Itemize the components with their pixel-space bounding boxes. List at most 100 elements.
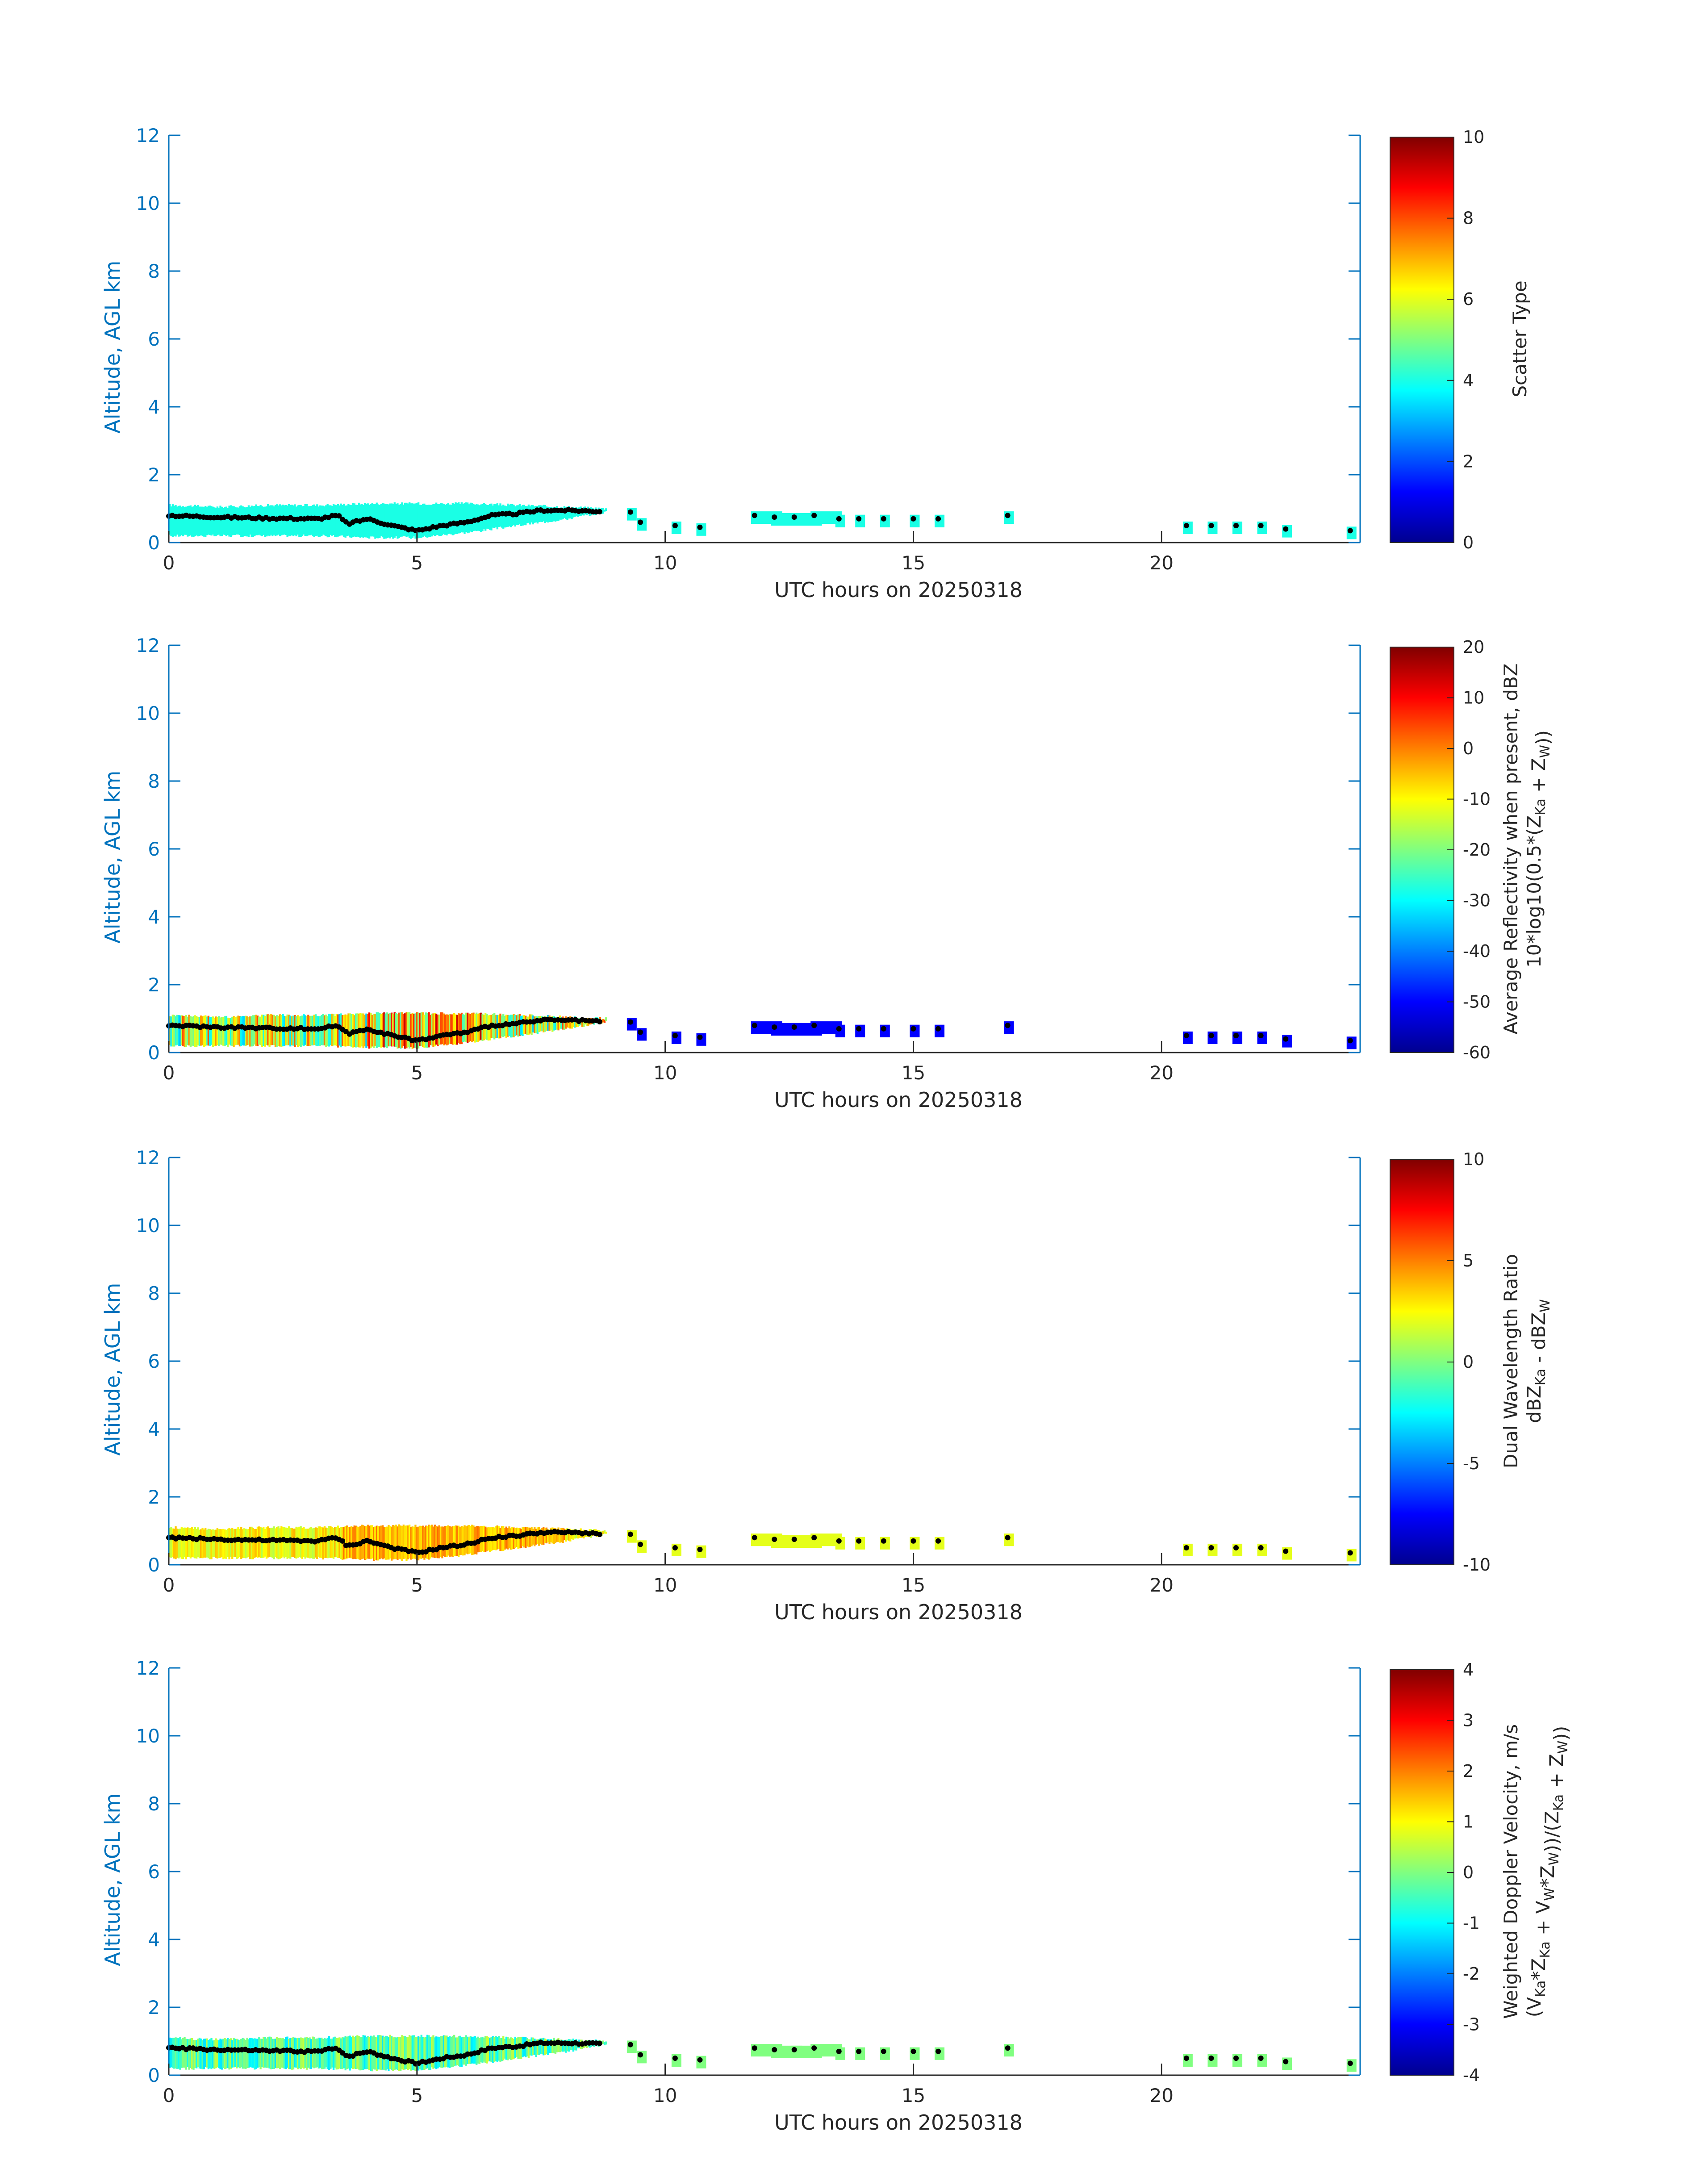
echo-column [240, 2039, 242, 2068]
echo-column [238, 2040, 241, 2068]
y-tick-label: 0 [148, 2064, 160, 2086]
echo-column [188, 1015, 190, 1046]
echo-column [453, 2035, 455, 2066]
echo-column [407, 2037, 409, 2070]
cloud-base-point [697, 1546, 703, 1552]
echo-column [465, 2035, 467, 2066]
echo-column [447, 503, 449, 534]
echo-column [395, 1525, 397, 1559]
echo-column [432, 1526, 434, 1558]
echo-column [428, 1012, 430, 1048]
echo-column [568, 1530, 570, 1541]
echo-column [426, 505, 429, 538]
colorbar-tick-label: -10 [1463, 790, 1491, 809]
echo-column [200, 506, 202, 535]
echo-column [221, 1529, 223, 1557]
echo-column [309, 506, 311, 535]
echo-column [242, 1016, 244, 1045]
echo-column [237, 1527, 239, 1559]
echo-column [203, 507, 205, 537]
echo-column [434, 1013, 436, 1047]
y-tick-label: 10 [136, 1725, 160, 1747]
echo-column [230, 2038, 232, 2069]
echo-column [169, 2037, 171, 2068]
cloud-base-point [1233, 2056, 1239, 2061]
echo-column [411, 2035, 413, 2071]
x-tick-label: 5 [411, 552, 423, 574]
echo-column [328, 2036, 330, 2070]
colorbar-tick-label: 10 [1463, 688, 1484, 708]
echo-column [386, 504, 388, 539]
echo-column [196, 506, 198, 536]
echo-column [221, 1017, 223, 1045]
echo-column [207, 506, 210, 535]
cloud-base-point [627, 2042, 633, 2047]
echo-column [173, 1529, 175, 1559]
echo-column [334, 1527, 336, 1558]
echo-column [467, 1012, 469, 1043]
echo-column [265, 2038, 268, 2068]
echo-column [252, 1015, 255, 1046]
echo-column [332, 1528, 335, 1559]
echo-column [216, 1017, 219, 1045]
colorbar-label-line: (VKa*ZKa + VW*ZW))/(ZKa + ZW)) [1523, 1726, 1572, 2017]
echo-column [233, 2038, 235, 2068]
echo-column [443, 2035, 445, 2068]
echo-column [422, 503, 424, 537]
echo-column [416, 2036, 418, 2070]
echo-column [170, 506, 172, 536]
colorbar-tick-label: -60 [1463, 1043, 1491, 1062]
colorbar-tick-label: -50 [1463, 992, 1491, 1012]
cloud-base-point [935, 516, 941, 522]
echo-column [525, 506, 527, 526]
echo-column [423, 1527, 426, 1560]
y-tick-label: 6 [148, 328, 160, 350]
echo-column [245, 507, 247, 536]
echo-column [560, 1017, 563, 1029]
echo-column [338, 2037, 341, 2069]
echo-column [557, 1527, 560, 1542]
echo-column [245, 1015, 247, 1046]
echo-column [413, 1014, 415, 1048]
echo-column [224, 1529, 226, 1559]
echo-column [499, 2038, 501, 2062]
echo-column [523, 1015, 526, 1034]
cloud-base-point [1005, 513, 1011, 518]
cloud-base-point [597, 1019, 602, 1024]
echo-column [548, 1529, 551, 1544]
echo-column [416, 503, 418, 537]
echo-column [438, 2037, 440, 2068]
echo-column [532, 505, 535, 525]
echo-column [176, 1529, 179, 1558]
echo-column [397, 503, 399, 539]
echo-column [255, 2039, 257, 2069]
y-tick-label: 4 [148, 1418, 160, 1440]
echo-column [539, 1529, 542, 1544]
echo-column [301, 506, 304, 536]
echo-column [451, 1014, 454, 1045]
colorbar-label-line: Scatter Type [1509, 280, 1531, 397]
echo-column [575, 1017, 577, 1028]
colorbar [1390, 1159, 1454, 1565]
echo-column [219, 1017, 221, 1045]
echo-column [464, 2037, 466, 2065]
echo-column [231, 2040, 234, 2068]
echo-column [218, 2040, 220, 2068]
echo-column [173, 506, 175, 536]
echo-column [423, 503, 426, 536]
cloud-base-point [856, 1538, 862, 1544]
cloud-base-point [1258, 1033, 1264, 1038]
echo-column [469, 2036, 472, 2064]
echo-column [568, 506, 570, 519]
echo-column [243, 1016, 246, 1046]
colorbar-tick-label: 0 [1463, 533, 1474, 552]
echo-column [420, 1012, 422, 1046]
echo-column [545, 1527, 548, 1544]
echo-column [451, 503, 454, 535]
echo-column [544, 1016, 546, 1032]
echo-column [569, 1529, 572, 1542]
echo-column [251, 506, 253, 537]
echo-column [428, 2035, 430, 2070]
echo-column [408, 502, 411, 539]
echo-column [465, 502, 467, 532]
